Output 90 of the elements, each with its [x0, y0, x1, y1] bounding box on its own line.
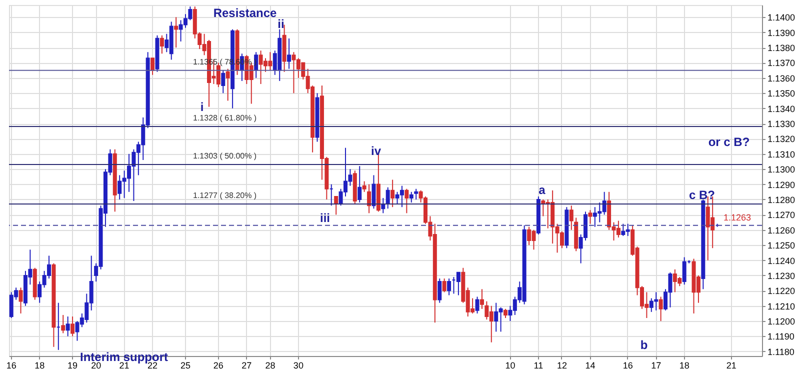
- y-tick-label: 1.1270: [768, 210, 796, 220]
- annotation: i: [200, 100, 204, 114]
- x-tick-label: 19: [68, 360, 78, 370]
- candlestick: [480, 288, 484, 310]
- candlestick: [372, 174, 376, 210]
- y-tick-label: 1.1300: [768, 164, 796, 175]
- candlestick: [66, 316, 70, 337]
- candlestick: [367, 184, 372, 214]
- candlestick: [358, 166, 362, 204]
- candlestick: [504, 308, 508, 319]
- x-tick-label: 14: [585, 360, 596, 370]
- x-tick-label: 30: [293, 360, 304, 370]
- candlestick: [174, 16, 178, 48]
- annotation: ii: [278, 17, 284, 31]
- candlestick: [527, 226, 532, 246]
- candlestick: [569, 205, 574, 230]
- candlestick: [414, 188, 418, 200]
- y-tick-label: 1.1240: [768, 256, 796, 266]
- candlestick: [334, 196, 338, 216]
- y-tick-label: 1.1320: [768, 134, 796, 144]
- candlestick: [386, 186, 390, 210]
- x-tick-label: 20: [91, 360, 102, 370]
- x-tick-label: 22: [148, 360, 158, 370]
- ref-line-label: 1.1328 ( 61.80% ): [193, 114, 257, 123]
- annotation: iii: [320, 211, 330, 225]
- candlestick: [682, 256, 686, 286]
- y-tick-label: 1.1350: [768, 88, 796, 99]
- candlestick: [616, 220, 620, 238]
- y-tick-label: 1.1380: [768, 43, 796, 54]
- x-tick-label: 18: [679, 360, 690, 370]
- candlestick: [409, 191, 414, 204]
- x-tick-label: 26: [213, 360, 224, 370]
- annotation: c B?: [688, 188, 716, 202]
- candlestick: [400, 185, 404, 208]
- candlestick: [438, 278, 442, 304]
- candlestick: [390, 179, 395, 208]
- x-tick-label: 12: [556, 360, 567, 370]
- annotation: a: [538, 183, 546, 197]
- x-tick-label: 16: [6, 360, 16, 370]
- y-tick-label: 1.1310: [768, 149, 796, 160]
- candlestick: [70, 316, 75, 337]
- candlestick: [221, 70, 226, 94]
- candlestick: [362, 180, 366, 192]
- candlestick: [18, 287, 23, 314]
- y-tick-label: 1.1190: [768, 332, 794, 342]
- candlestick: [588, 210, 592, 224]
- y-tick-label: 1.1250: [768, 240, 796, 251]
- annotation: Resistance: [213, 6, 278, 20]
- candlestick: [456, 272, 460, 296]
- candlestick: [658, 296, 663, 322]
- x-tick-label: 18: [34, 360, 45, 370]
- x-tick-label: 16: [622, 360, 633, 370]
- annotation: b: [640, 338, 648, 352]
- ref-line-label: 1.1303 ( 50.00% ): [193, 152, 257, 161]
- ref-line-label: 1.1263: [723, 212, 751, 222]
- x-tick-label: 25: [180, 360, 190, 370]
- y-tick-label: 1.1230: [768, 270, 796, 281]
- y-tick-label: 1.1340: [768, 104, 796, 114]
- annotation: iv: [370, 144, 382, 158]
- y-tick-label: 1.1220: [768, 286, 796, 296]
- y-tick-label: 1.1390: [768, 28, 796, 38]
- x-tick-label: 11: [534, 360, 544, 370]
- x-tick-label: 28: [265, 360, 276, 370]
- candlestick: [447, 278, 452, 296]
- ref-line-label: 1.1277 ( 38.20% ): [193, 191, 257, 200]
- y-tick-label: 1.1180: [768, 346, 794, 357]
- candlestick: [560, 230, 564, 249]
- y-tick-label: 1.1330: [768, 119, 796, 130]
- candlestick: [475, 296, 480, 314]
- y-tick-label: 1.1200: [768, 316, 796, 327]
- candlestick: [150, 58, 155, 76]
- y-tick-label: 1.1290: [768, 180, 796, 190]
- candlestick: [404, 188, 409, 214]
- y-tick-label: 1.1260: [768, 225, 796, 236]
- x-tick-label: 27: [242, 360, 252, 370]
- annotation: or c B?: [708, 135, 750, 149]
- x-tick-label: 21: [119, 360, 130, 370]
- candlestick: [160, 34, 164, 54]
- candlestick: [226, 68, 230, 102]
- y-tick-label: 1.1400: [768, 12, 796, 23]
- x-tick-label: 21: [726, 360, 736, 370]
- y-tick-label: 1.1210: [768, 301, 796, 312]
- y-tick-label: 1.1370: [768, 58, 796, 68]
- candlestick: [442, 278, 446, 293]
- y-tick-label: 1.1360: [768, 73, 796, 84]
- candlestick: [287, 38, 292, 70]
- candlestick: [61, 314, 66, 334]
- y-tick-label: 1.1280: [768, 194, 796, 205]
- x-tick-label: 10: [505, 360, 516, 370]
- x-tick-label: 17: [651, 360, 662, 370]
